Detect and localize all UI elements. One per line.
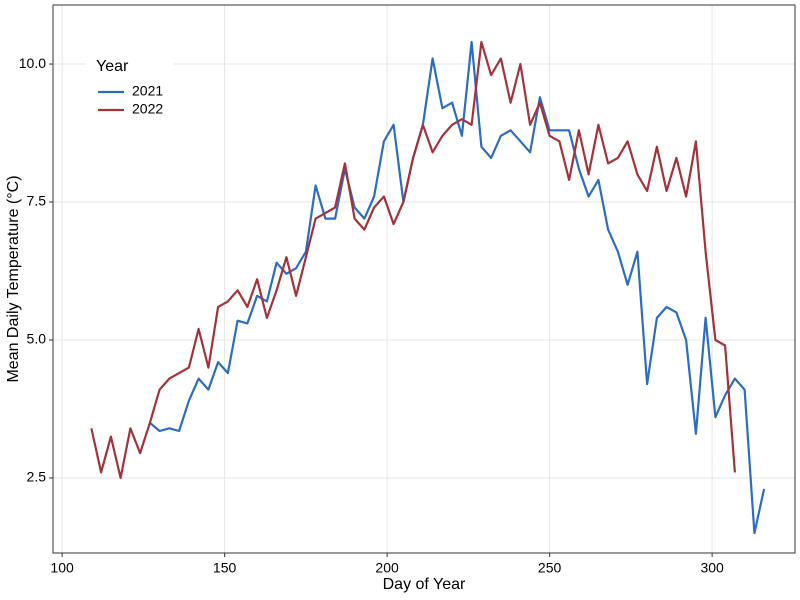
y-tick-label: 7.5 [27,193,47,209]
y-tick-label: 2.5 [27,469,47,485]
x-tick-label: 250 [538,560,562,576]
x-tick-label: 100 [50,560,74,576]
legend-label: 2022 [132,101,163,117]
x-tick-label: 300 [700,560,724,576]
plot-border [52,4,796,554]
series-line [149,40,766,535]
legend-title: Year [96,58,129,75]
x-tick-label: 150 [213,560,237,576]
y-tick-label: 10.0 [19,55,46,71]
legend-label: 2021 [132,83,163,99]
x-axis-title: Day of Year [383,576,466,593]
series-line [90,40,736,479]
y-axis-title: Mean Daily Temperature (°C) [5,175,22,382]
y-tick-label: 5.0 [27,331,47,347]
x-tick-label: 200 [375,560,399,576]
